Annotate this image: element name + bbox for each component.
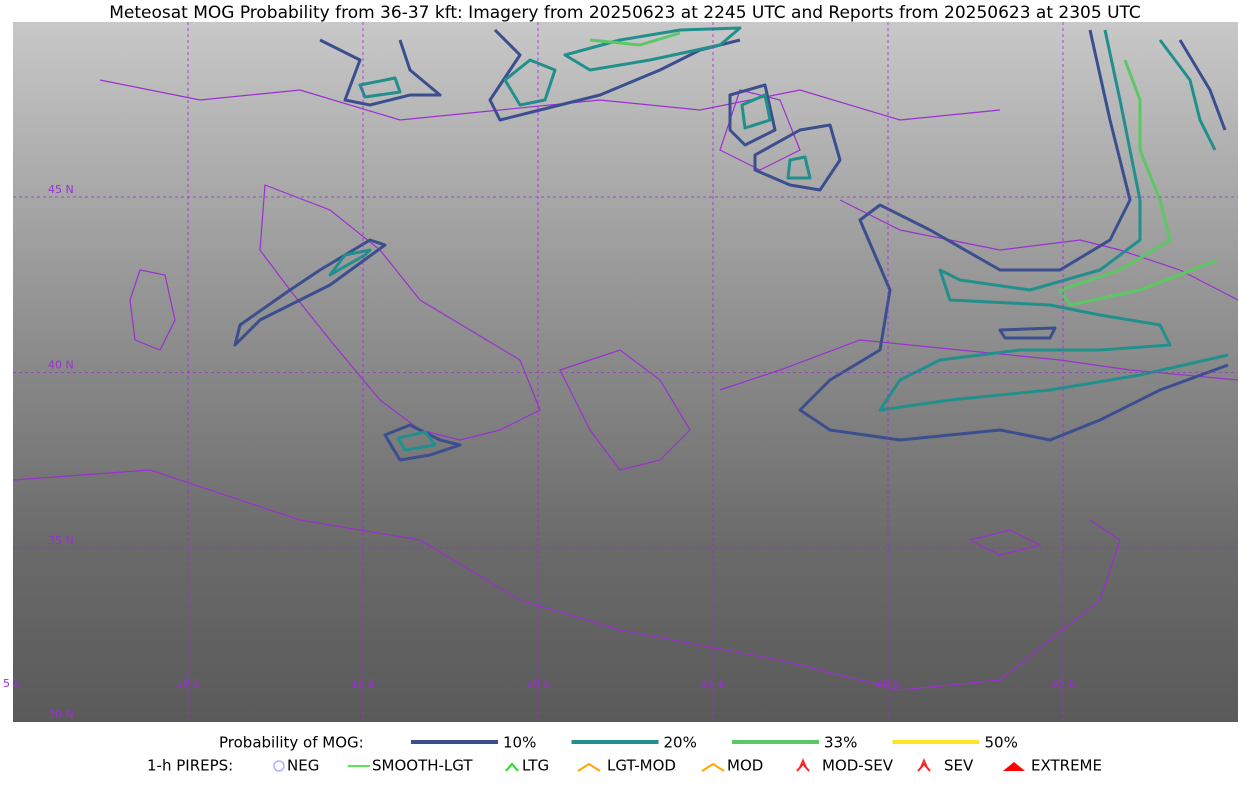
legend-label: 33% [824,734,857,752]
satellite-imagery [13,22,1238,722]
pirep-symbol [273,760,285,772]
title: Meteosat MOG Probability from 36-37 kft:… [109,3,1141,23]
contour-33 [589,31,681,47]
contour-10 [728,83,777,147]
contour-20 [396,430,437,452]
pirep-symbol [917,762,931,772]
pirep-symbol [701,762,725,772]
pirep-symbol [505,762,519,772]
coastline [259,184,541,441]
contour-20 [1158,39,1217,151]
legend-label: 50% [985,734,1018,752]
legend-label: 10% [503,734,536,752]
lon-label: 30 E [876,677,900,690]
pirep-symbol [796,762,810,772]
pirep-symbol [1003,762,1025,771]
contour-33 [1058,59,1219,307]
pirep-label: NEG [287,757,319,775]
contours [233,26,1229,462]
legend-title: Probability of MOG: [219,734,364,752]
contour-20 [786,155,812,180]
contour-10 [319,38,442,107]
lat-label: 40 N [48,359,74,372]
lon-label: 20 E [526,677,550,690]
coastline [719,89,801,171]
contour-20 [878,29,1229,412]
contour-20 [358,76,402,99]
map [12,22,1239,722]
pireps-title: 1-h PIREPS: [147,757,233,775]
legend: Probability of MOG: 10% 20% 33% 50% 1-h PIREP… [147,734,1102,775]
lon-label: 15 E [351,677,375,690]
lat-label: 35 N [48,534,74,547]
lon-label: 25 E [701,677,725,690]
pirep-label: MOD [727,757,763,775]
coastline [129,269,176,351]
pirep-symbol [799,758,807,768]
contour-10 [1178,39,1227,131]
pirep-symbol [920,758,928,768]
coastline [839,199,1239,301]
contour-10 [383,423,462,462]
pirep-label: SEV [944,757,974,775]
legend-label: 20% [664,734,697,752]
contour-20 [328,248,372,277]
pirep-label: MOD-SEV [822,757,894,775]
coastline [12,469,1121,691]
coastline [99,79,1001,121]
contour-20 [503,58,557,107]
lon-label: 10 E [176,677,200,690]
coastline [559,349,691,471]
coastline [968,529,1042,556]
contour-20 [563,26,742,72]
lon-label: 35 E [1051,677,1075,690]
graticule: 45 N 40 N 35 N 30 N 5 E 10 E 15 E 20 E 25 E 30 E 3… [3,22,1238,722]
lon-label: 5 E [3,677,20,690]
pirep-label: LGT-MOD [607,757,676,775]
pirep-label: SMOOTH-LGT [372,757,473,775]
lat-label: 30 N [48,708,74,721]
contour-20 [740,93,772,130]
contour-10 [998,326,1057,340]
pirep-label: LTG [522,757,549,775]
pirep-label: EXTREME [1031,757,1102,775]
contour-10 [753,123,842,192]
lat-label: 45 N [48,183,74,196]
contour-10 [798,29,1229,442]
pirep-symbol [577,762,601,772]
contour-10 [233,238,387,347]
contour-10 [488,28,741,122]
coastline [719,339,1239,391]
